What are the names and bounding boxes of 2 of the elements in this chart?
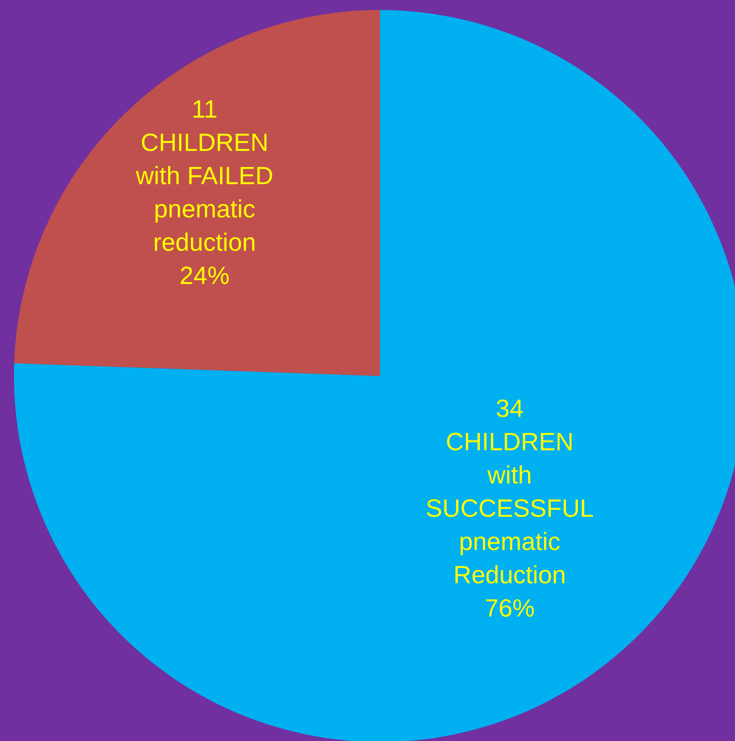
slice-label: 34 CHILDREN with SUCCESSFUL pnematic Reduction 76% — [426, 399, 593, 617]
slice-label: 11 CHILDREN with FAILED pnematic reduction 24% — [136, 100, 272, 284]
